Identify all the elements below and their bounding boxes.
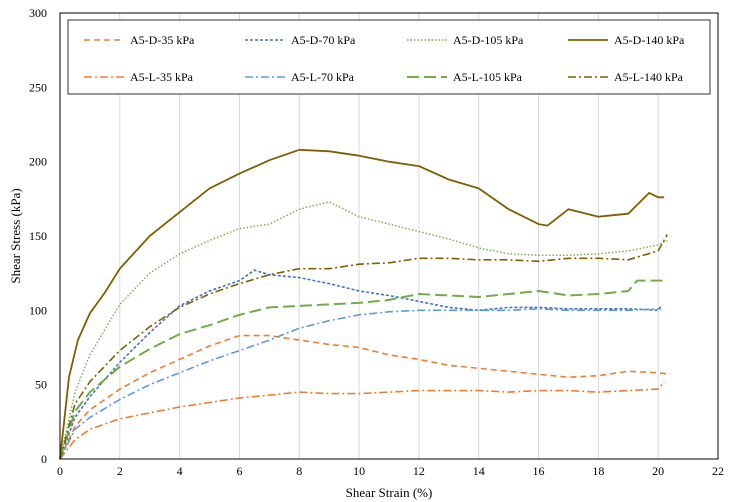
series-line-7 [59,234,668,460]
x-tick-label: 6 [236,464,242,478]
series-line-2 [59,201,668,460]
legend-label-6: A5-L-105 kPa [453,70,523,84]
y-tick-label: 150 [29,229,47,243]
x-tick-label: 10 [353,464,365,478]
series-layer [59,148,671,460]
y-tick-label: 0 [41,452,47,466]
legend-label-4: A5-L-35 kPa [130,70,194,84]
x-tick-label: 2 [117,464,123,478]
legend: A5-D-35 kPa A5-D-70 kPa A5-D-105 kPa A5-D-1… [67,19,711,95]
legend-label-5: A5-L-70 kPa [291,70,355,84]
legend-label-7: A5-L-140 kPa [614,70,684,84]
series-line-1 [59,269,662,460]
y-axis-label: Shear Stress (kPa) [8,188,23,283]
x-tick-label: 16 [533,464,545,478]
x-axis-label: Shear Strain (%) [346,485,433,500]
series-line-5 [59,307,662,460]
plot-frame [59,12,719,460]
legend-label-0: A5-D-35 kPa [130,33,195,47]
y-tick-label: 50 [35,378,47,392]
x-tick-label: 4 [177,464,183,478]
legend-label-1: A5-D-70 kPa [291,33,356,47]
y-tick-label: 300 [29,6,47,20]
legend-label-2: A5-D-105 kPa [453,33,524,47]
x-tick-label: 22 [712,464,724,478]
series-line-4 [59,381,665,460]
series-line-6 [59,279,665,460]
x-tick-label: 14 [473,464,485,478]
x-tick-label: 8 [296,464,302,478]
legend-box [67,19,711,95]
x-tick-label: 12 [413,464,425,478]
x-tick-label: 20 [652,464,664,478]
legend-label-3: A5-D-140 kPa [614,33,685,47]
y-tick-label: 100 [29,303,47,317]
x-tick-label: 0 [57,464,63,478]
tick-labels: 0 2 4 6 8 10 12 14 16 18 20 22 0 50 100 150 200 250 300 [29,6,724,478]
y-tick-label: 250 [29,80,47,94]
y-tick-label: 200 [29,155,47,169]
series-line-3 [59,148,665,460]
x-tick-label: 18 [592,464,604,478]
